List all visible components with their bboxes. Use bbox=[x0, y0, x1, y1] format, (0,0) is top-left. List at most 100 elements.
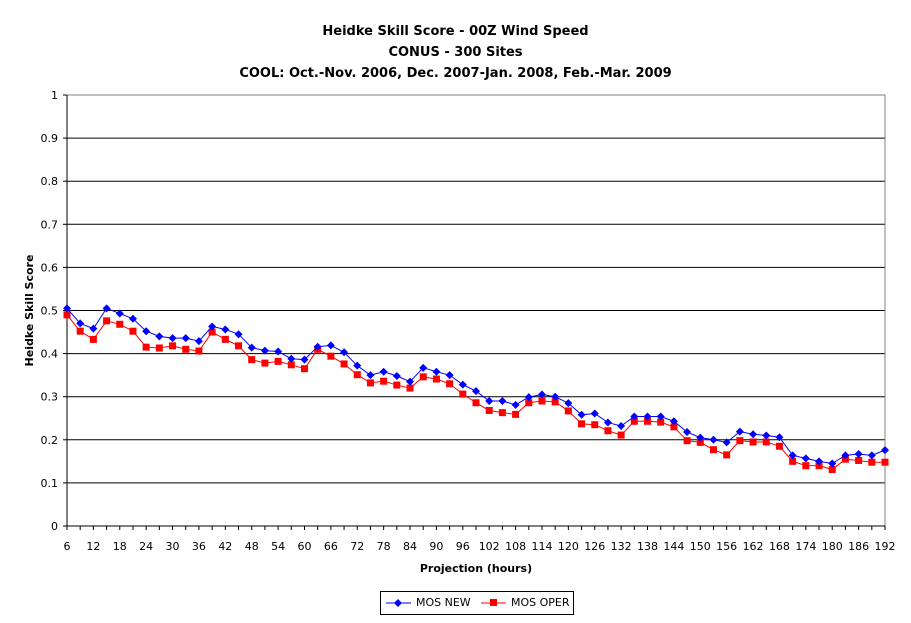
data-point-mos-oper bbox=[195, 347, 203, 355]
data-point-mos-oper bbox=[525, 399, 533, 407]
data-point-mos-new bbox=[749, 430, 758, 439]
data-point-mos-new bbox=[537, 390, 546, 399]
data-point-mos-new bbox=[274, 347, 283, 356]
x-tick-label: 12 bbox=[86, 540, 100, 553]
data-point-mos-oper bbox=[868, 458, 876, 466]
data-point-mos-oper bbox=[300, 365, 308, 373]
data-point-mos-new bbox=[762, 431, 771, 440]
data-point-mos-new bbox=[208, 322, 217, 331]
data-point-mos-new bbox=[498, 397, 507, 406]
data-point-mos-oper bbox=[287, 361, 295, 369]
x-tick-label: 120 bbox=[558, 540, 579, 553]
data-point-mos-oper bbox=[129, 327, 137, 335]
data-point-mos-new bbox=[656, 412, 665, 421]
data-point-mos-oper bbox=[498, 409, 506, 417]
data-point-mos-oper bbox=[340, 360, 348, 368]
y-tick-label: 0.6 bbox=[41, 261, 59, 274]
data-point-mos-oper bbox=[828, 466, 836, 474]
x-tick-label: 96 bbox=[456, 540, 470, 553]
legend-swatches bbox=[386, 599, 506, 607]
data-point-mos-new bbox=[102, 304, 111, 313]
data-point-mos-new bbox=[603, 418, 612, 427]
data-point-mos-oper bbox=[103, 317, 111, 325]
x-tick-label: 36 bbox=[192, 540, 206, 553]
data-point-mos-oper bbox=[762, 438, 770, 446]
data-point-mos-oper bbox=[63, 311, 71, 319]
data-point-mos-new bbox=[63, 304, 71, 313]
data-point-mos-new bbox=[867, 451, 876, 460]
data-point-mos-new bbox=[128, 314, 137, 323]
data-point-mos-new bbox=[590, 409, 599, 418]
data-point-mos-oper bbox=[657, 418, 665, 426]
x-tick-label: 18 bbox=[113, 540, 127, 553]
x-tick-label: 174 bbox=[795, 540, 816, 553]
data-point-mos-oper bbox=[235, 342, 243, 350]
data-point-mos-oper bbox=[564, 407, 572, 415]
data-point-mos-oper bbox=[604, 427, 612, 435]
x-axis-title: Projection (hours) bbox=[420, 562, 532, 575]
y-tick-label: 0.2 bbox=[41, 434, 59, 447]
data-point-mos-new bbox=[260, 346, 269, 355]
data-point-mos-oper bbox=[512, 410, 520, 418]
x-tick-label: 114 bbox=[531, 540, 552, 553]
data-point-mos-new bbox=[881, 446, 889, 455]
x-tick-label: 78 bbox=[377, 540, 391, 553]
data-point-mos-new bbox=[630, 412, 639, 421]
data-point-mos-oper bbox=[538, 397, 546, 405]
data-point-mos-new bbox=[326, 341, 335, 350]
legend-swatch-mos-new bbox=[386, 599, 411, 607]
data-point-mos-oper bbox=[419, 373, 427, 381]
data-point-mos-oper bbox=[683, 437, 691, 445]
y-axis-title: Heidke Skill Score bbox=[23, 255, 36, 367]
data-point-mos-oper bbox=[406, 384, 414, 392]
data-point-mos-new bbox=[155, 332, 164, 341]
data-point-mos-new bbox=[445, 371, 454, 380]
data-point-mos-new bbox=[854, 450, 863, 459]
data-point-mos-oper bbox=[802, 462, 810, 470]
data-point-mos-new bbox=[142, 327, 151, 336]
y-tick-label: 0.8 bbox=[41, 175, 59, 188]
x-tick-label: 186 bbox=[848, 540, 869, 553]
x-tick-label: 30 bbox=[166, 540, 180, 553]
data-point-mos-new bbox=[234, 330, 243, 339]
x-tick-label: 42 bbox=[218, 540, 232, 553]
data-point-mos-oper bbox=[353, 371, 361, 379]
y-tick-label: 0.4 bbox=[41, 348, 59, 361]
data-point-mos-oper bbox=[393, 381, 401, 389]
x-tick-label: 84 bbox=[403, 540, 417, 553]
data-point-mos-oper bbox=[670, 423, 678, 431]
data-point-mos-new bbox=[564, 399, 573, 408]
y-tick-label: 1 bbox=[51, 89, 58, 102]
x-tick-label: 90 bbox=[429, 540, 443, 553]
data-point-mos-new bbox=[643, 412, 652, 421]
data-point-mos-oper bbox=[578, 420, 586, 428]
data-point-mos-new bbox=[524, 393, 533, 402]
data-point-mos-new bbox=[841, 451, 850, 460]
x-tick-label: 66 bbox=[324, 540, 338, 553]
data-point-mos-new bbox=[485, 397, 494, 406]
data-point-mos-oper bbox=[208, 328, 216, 336]
data-point-mos-new bbox=[340, 348, 349, 357]
chart-title: Heidke Skill Score - 00Z Wind Speed bbox=[322, 24, 589, 39]
data-point-mos-new bbox=[221, 325, 230, 334]
x-tick-label: 168 bbox=[769, 540, 790, 553]
x-tick-label: 54 bbox=[271, 540, 285, 553]
legend-swatch-mos-oper bbox=[481, 599, 506, 606]
data-point-mos-new bbox=[89, 324, 98, 333]
data-point-mos-oper bbox=[551, 398, 559, 406]
data-point-mos-oper bbox=[327, 352, 335, 360]
data-point-mos-new bbox=[683, 428, 692, 437]
x-tick-label: 102 bbox=[479, 540, 500, 553]
y-tick-label: 0.7 bbox=[41, 218, 59, 231]
data-point-mos-oper bbox=[274, 357, 282, 365]
x-tick-label: 72 bbox=[350, 540, 364, 553]
data-point-mos-new bbox=[709, 435, 718, 444]
data-point-mos-oper bbox=[169, 342, 177, 350]
data-point-mos-oper bbox=[723, 451, 731, 459]
data-point-mos-new bbox=[577, 410, 586, 419]
data-point-mos-oper bbox=[446, 380, 454, 388]
data-point-mos-oper bbox=[76, 327, 84, 335]
x-tick-label: 126 bbox=[584, 540, 605, 553]
data-point-mos-new bbox=[247, 343, 256, 352]
